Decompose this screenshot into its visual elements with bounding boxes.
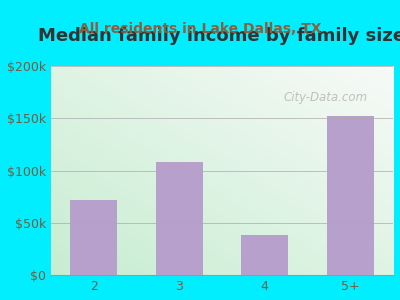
Bar [70,200,117,275]
Text: City-Data.com: City-Data.com [284,91,368,104]
Bar [156,162,203,275]
Text: All residents in Lake Dallas, TX: All residents in Lake Dallas, TX [79,22,321,36]
Bar [241,236,288,275]
Title: Median family income by family size: Median family income by family size [38,27,400,45]
Bar [327,116,374,275]
